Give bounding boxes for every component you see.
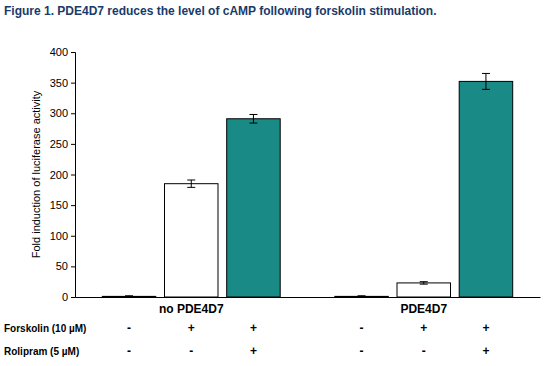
tick-mark [71, 144, 75, 145]
bar [397, 283, 450, 297]
series [227, 73, 513, 297]
tick: 150 [50, 199, 75, 211]
plot-area [102, 73, 512, 297]
treatment-sign: + [482, 321, 489, 335]
error-bar-stem [253, 114, 254, 123]
x-axis: no PDE4D7 PDE4D7 [76, 297, 541, 316]
error-bar [358, 296, 366, 297]
axis-line [71, 53, 76, 298]
tick-mark [71, 83, 75, 84]
error-bar-cap [420, 281, 428, 282]
error-bar [187, 180, 195, 187]
treatment-sign: - [127, 344, 131, 358]
tick-mark [71, 297, 75, 298]
tick: 50 [56, 260, 75, 272]
category-label: PDE4D7 [400, 302, 447, 316]
bar [227, 119, 280, 297]
treatment-sign: - [189, 344, 193, 358]
tick-mark [71, 266, 75, 267]
treatment-sign: - [127, 321, 131, 335]
error-bar-cap [249, 123, 257, 124]
tick: 350 [50, 77, 75, 89]
treatment-sign: - [360, 344, 364, 358]
error-bar-stem [191, 180, 192, 187]
bar [102, 296, 155, 297]
error-bar-cap [420, 284, 428, 285]
treatment-sign: + [420, 321, 427, 335]
tick: 100 [50, 230, 75, 242]
bar [335, 296, 388, 297]
treatment-sign: + [250, 344, 257, 358]
chart: Figure 1. PDE4D7 reduces the level of cA… [0, 0, 547, 366]
tick-mark [71, 52, 75, 53]
treatment-label: Rolipram (5 µM) [4, 346, 79, 357]
tick: no PDE4D7 [159, 297, 224, 316]
tick-label: 150 [50, 199, 68, 211]
error-bar [482, 73, 490, 89]
error-bar [125, 296, 133, 297]
series [165, 180, 451, 297]
bar [165, 184, 218, 297]
tick-mark [71, 113, 75, 114]
tick-label: 300 [50, 107, 68, 119]
error-bar-cap [125, 295, 133, 296]
error-bar-cap [125, 297, 133, 298]
tick-label: 100 [50, 230, 68, 242]
tick: 250 [50, 138, 75, 150]
error-bar-cap [482, 89, 490, 90]
error-bar-cap [482, 73, 490, 74]
tick-label: 200 [50, 169, 68, 181]
treatment-sign: - [422, 344, 426, 358]
y-axis-title: Fold induction of luciferase activity [30, 90, 42, 258]
tick-label: 350 [50, 77, 68, 89]
tick-label: 400 [50, 46, 68, 58]
y-axis: 0 50 100 150 200 250 300 350 400 [50, 46, 76, 303]
error-bar-cap [249, 114, 257, 115]
tick-mark [71, 236, 75, 237]
treatment-sign: - [360, 321, 364, 335]
tick: 300 [50, 107, 75, 119]
title: Figure 1. PDE4D7 reduces the level of cA… [4, 4, 437, 18]
tick-mark [71, 205, 75, 206]
category-label: no PDE4D7 [159, 302, 224, 316]
error-bar-cap [358, 295, 366, 296]
tick: 400 [50, 46, 75, 58]
tick: 200 [50, 169, 75, 181]
error-bar-stem [485, 73, 486, 89]
error-bar [420, 282, 428, 284]
treatment-sign: + [482, 344, 489, 358]
treatment-sign: + [250, 321, 257, 335]
tick-mark [71, 175, 75, 176]
axis-line [76, 297, 541, 298]
treatment-label: Forskolin (10 µM) [4, 323, 86, 334]
bar [459, 81, 512, 297]
tick-label: 50 [56, 260, 68, 272]
tick: 0 [62, 291, 75, 303]
error-bar-cap [358, 297, 366, 298]
error-bar [249, 114, 257, 123]
error-bar-cap [187, 187, 195, 188]
treatment-sign: + [188, 321, 195, 335]
error-bar-cap [187, 180, 195, 181]
tick: PDE4D7 [400, 297, 447, 316]
tick-label: 0 [62, 291, 68, 303]
tick-label: 250 [50, 138, 68, 150]
